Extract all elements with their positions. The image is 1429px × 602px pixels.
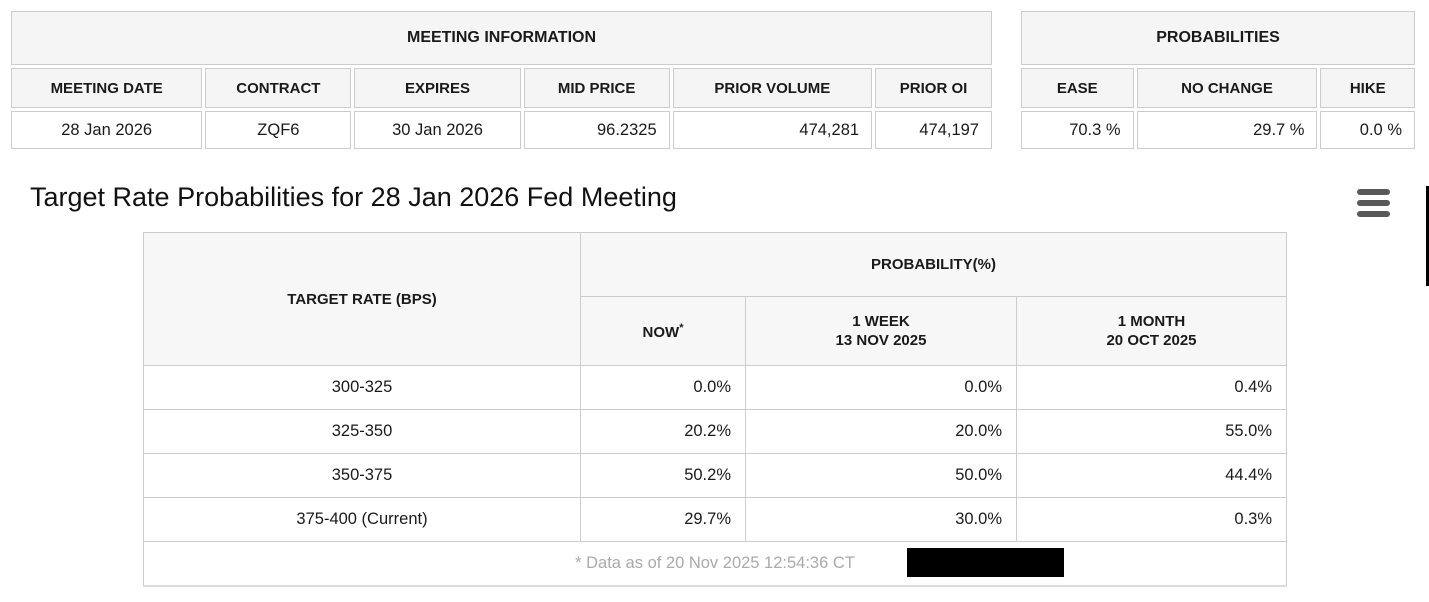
column-header-no-change: NO CHANGE: [1136, 68, 1318, 108]
week-date-label: 13 NOV 2025: [835, 332, 927, 350]
hamburger-menu-icon[interactable]: [1357, 189, 1391, 218]
meeting-date-value: 28 Jan 2026: [11, 111, 203, 149]
hamburger-bar: [1357, 200, 1390, 206]
table-row: 325-350 20.2% 20.0% 55.0%: [143, 409, 1287, 454]
contract-value: ZQF6: [205, 111, 352, 149]
column-header-target-rate: TARGET RATE (BPS): [143, 232, 581, 366]
prior-oi-value: 474,197: [875, 111, 992, 149]
hike-value: 0.0 %: [1320, 111, 1415, 149]
now-probability-cell: 29.7%: [580, 497, 746, 542]
hamburger-bar: [1357, 211, 1390, 217]
week-probability-cell: 50.0%: [745, 453, 1017, 498]
meeting-information-title: MEETING INFORMATION: [11, 11, 992, 65]
column-header-contract: CONTRACT: [205, 68, 352, 108]
column-header-ease: EASE: [1021, 68, 1134, 108]
target-rate-cell: 375-400 (Current): [143, 497, 581, 542]
column-header-hike: HIKE: [1320, 68, 1415, 108]
data-as-of-footnote: * Data as of 20 Nov 2025 12:54:36 CT: [575, 553, 855, 572]
now-probability-cell: 50.2%: [580, 453, 746, 498]
week-probability-cell: 20.0%: [745, 409, 1017, 454]
no-change-value: 29.7 %: [1136, 111, 1318, 149]
target-rate-cell: 300-325: [143, 365, 581, 410]
probabilities-title: PROBABILITIES: [1021, 11, 1415, 65]
page-title: Target Rate Probabilities for 28 Jan 202…: [30, 182, 677, 212]
table-row: 350-375 50.2% 50.0% 44.4%: [143, 453, 1287, 498]
week-probability-cell: 30.0%: [745, 497, 1017, 542]
table-row: * Data as of 20 Nov 2025 12:54:36 CT: [143, 541, 1287, 586]
week-label: 1 WEEK: [852, 313, 910, 331]
month-label: 1 MONTH: [1117, 313, 1186, 331]
now-label: NOW: [642, 323, 680, 341]
target-rate-cell: 325-350: [143, 409, 581, 454]
footnote-cell: * Data as of 20 Nov 2025 12:54:36 CT: [143, 541, 1287, 586]
target-rate-cell: 350-375: [143, 453, 581, 498]
column-header-prior-volume: PRIOR VOLUME: [672, 68, 873, 108]
month-probability-cell: 44.4%: [1016, 453, 1287, 498]
column-header-meeting-date: MEETING DATE: [11, 68, 203, 108]
table-row: 28 Jan 2026 ZQF6 30 Jan 2026 96.2325 474…: [11, 111, 992, 149]
column-header-now: NOW*: [580, 296, 746, 366]
table-row: 300-325 0.0% 0.0% 0.4%: [143, 365, 1287, 410]
hamburger-bar: [1357, 189, 1390, 195]
month-probability-cell: 0.4%: [1016, 365, 1287, 410]
column-header-1-week: 1 WEEK 13 NOV 2025: [745, 296, 1017, 366]
week-probability-cell: 0.0%: [745, 365, 1017, 410]
table-row: 375-400 (Current) 29.7% 30.0% 0.3%: [143, 497, 1287, 542]
column-header-prior-oi: PRIOR OI: [875, 68, 992, 108]
column-header-1-month: 1 MONTH 20 OCT 2025: [1016, 296, 1287, 366]
table-row: 70.3 % 29.7 % 0.0 %: [1021, 111, 1415, 149]
right-edge-scrollbar-mark: [1426, 186, 1429, 286]
now-probability-cell: 20.2%: [580, 409, 746, 454]
now-probability-cell: 0.0%: [580, 365, 746, 410]
meeting-information-table: MEETING INFORMATION MEETING DATE CONTRAC…: [8, 8, 995, 152]
probabilities-summary-table: PROBABILITIES EASE NO CHANGE HIKE 70.3 %…: [1018, 8, 1418, 152]
column-header-expires: EXPIRES: [354, 68, 521, 108]
month-date-label: 20 OCT 2025: [1106, 332, 1197, 350]
column-header-probability: PROBABILITY(%): [580, 231, 1287, 298]
target-rate-probability-table: TARGET RATE (BPS) PROBABILITY(%) NOW* 1 …: [143, 231, 1287, 587]
prior-volume-value: 474,281: [672, 111, 873, 149]
month-probability-cell: 55.0%: [1016, 409, 1287, 454]
asterisk-icon: *: [679, 321, 684, 334]
ease-value: 70.3 %: [1021, 111, 1134, 149]
column-header-mid-price: MID PRICE: [523, 68, 670, 108]
redaction-box: [907, 548, 1064, 577]
month-probability-cell: 0.3%: [1016, 497, 1287, 542]
expires-value: 30 Jan 2026: [354, 111, 521, 149]
mid-price-value: 96.2325: [523, 111, 670, 149]
